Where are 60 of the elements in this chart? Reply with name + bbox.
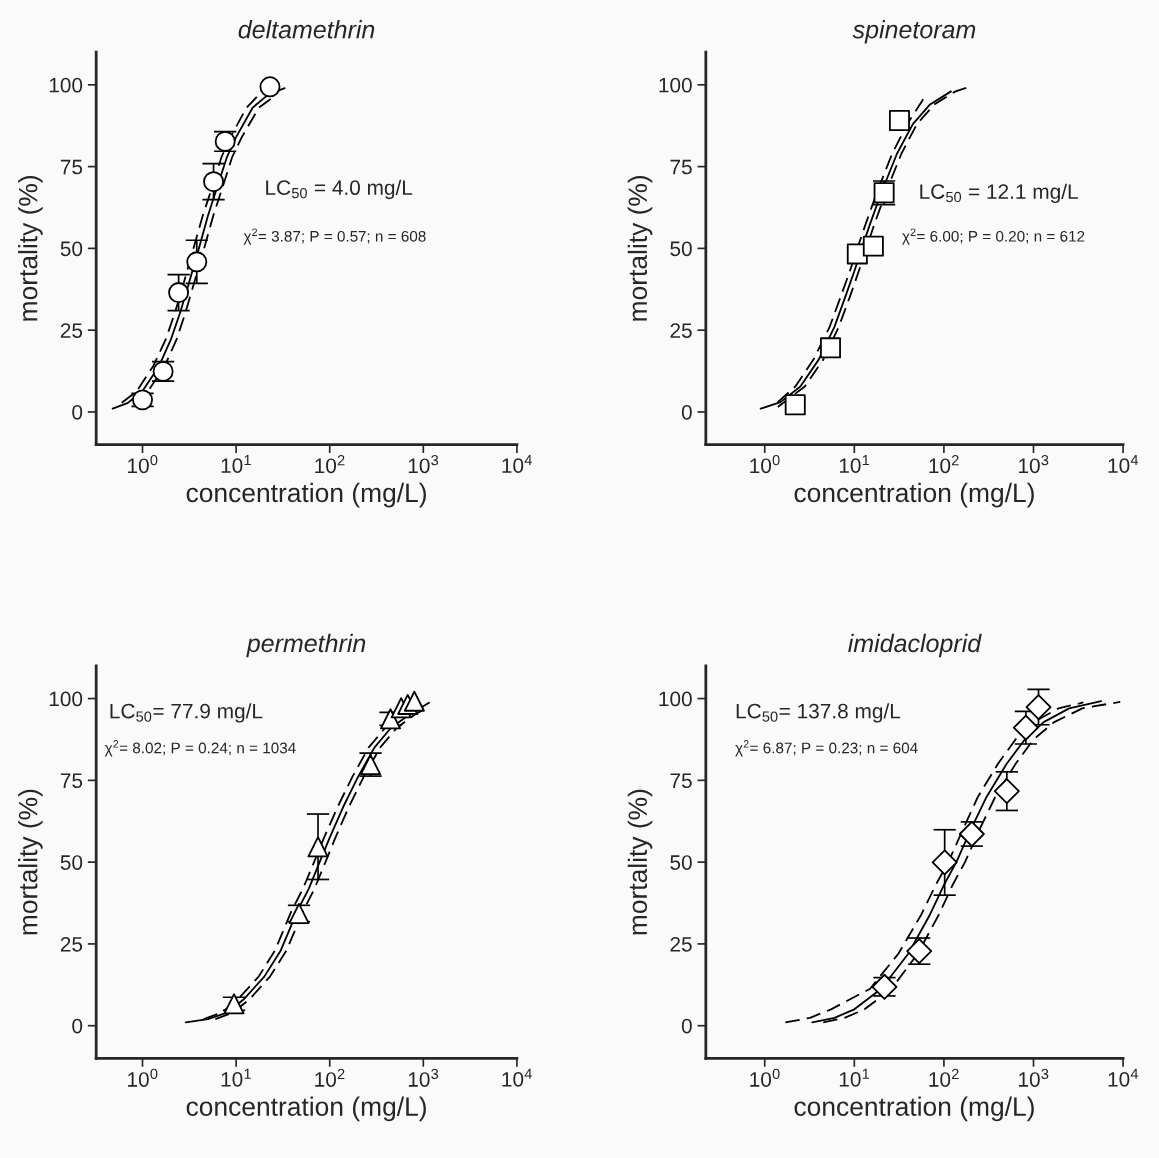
y-tick-label: 25 — [60, 323, 83, 338]
y-tick-label: 100 — [659, 77, 692, 93]
chart-title: imidacloprid — [848, 633, 982, 658]
y-tick-label: 0 — [681, 1018, 692, 1034]
x-tick-label: 10$^{4}$ — [1108, 1068, 1139, 1087]
x-tick-label: 10$^{3}$ — [1019, 455, 1049, 474]
y-tick-label: 50 — [670, 241, 692, 257]
y-axis-title: mortality (%) — [18, 175, 43, 321]
y-axis-title: mortality (%) — [627, 175, 653, 321]
x-axis-title: concentration (mg/L) — [794, 1096, 1034, 1122]
x-tick-label: 10$^{0}$ — [750, 1068, 780, 1087]
x-tick-label: 10$^{1}$ — [839, 1068, 870, 1087]
annotation: LC$_{50}$= 77.9 mg/L — [110, 703, 263, 723]
x-tick-label: 10$^{4}$ — [502, 455, 532, 473]
y-tick-label: 75 — [670, 159, 692, 175]
y-tick-label: 0 — [72, 404, 83, 420]
x-tick-label: 10$^{2}$ — [315, 455, 345, 474]
x-tick-label: 10$^{4}$ — [502, 1068, 532, 1087]
y-tick-label: 0 — [72, 1018, 83, 1034]
y-tick-label: 25 — [670, 323, 692, 338]
annotation: LC$_{50}$= 137.8 mg/L — [736, 703, 901, 723]
x-tick-label: 10$^{2}$ — [929, 455, 959, 474]
x-tick-label: 10$^{1}$ — [839, 455, 870, 473]
chart-title: spinetoram — [852, 20, 976, 44]
x-axis-title: concentration (mg/L) — [186, 1096, 426, 1122]
y-tick-label: 50 — [670, 855, 692, 870]
x-axis-title: concentration (mg/L) — [186, 482, 426, 508]
chart-title: permethrin — [246, 633, 366, 658]
y-tick-label: 100 — [659, 691, 692, 707]
chart-title: deltamethrin — [238, 20, 375, 39]
annotation: LC$_{50}$ = 12.1 mg/L — [920, 183, 1078, 204]
x-tick-label: 10$^{4}$ — [1108, 455, 1139, 473]
y-tick-label: 0 — [681, 404, 692, 420]
x-tick-label: 10$^{3}$ — [408, 1068, 439, 1087]
y-tick-label: 75 — [60, 773, 83, 789]
x-tick-label: 10$^{0}$ — [128, 455, 158, 474]
annotation: χ$^{2}$= 8.02; P = 0.24; n = 1034 — [104, 740, 296, 757]
y-tick-label: 75 — [60, 159, 83, 175]
x-tick-label: 10$^{2}$ — [315, 1068, 345, 1087]
y-tick-label: 100 — [49, 691, 83, 707]
annotation: χ$^{2}$= 6.00; P = 0.20; n = 612 — [902, 228, 1085, 245]
y-tick-label: 75 — [670, 773, 692, 789]
x-tick-label: 10$^{1}$ — [221, 1068, 251, 1087]
y-axis-title: mortality (%) — [627, 789, 653, 935]
x-tick-label: 10$^{3}$ — [408, 455, 439, 474]
y-tick-label: 50 — [60, 855, 83, 870]
x-axis-title: concentration (mg/L) — [794, 482, 1034, 508]
y-tick-label: 100 — [49, 77, 83, 93]
annotation: χ$^{2}$= 6.87; P = 0.23; n = 604 — [735, 740, 918, 757]
x-tick-label: 10$^{1}$ — [221, 455, 251, 473]
y-tick-label: 50 — [60, 241, 83, 257]
x-tick-label: 10$^{0}$ — [128, 1068, 158, 1087]
y-tick-label: 25 — [670, 936, 692, 952]
annotation: χ$^{2}$= 3.87; P = 0.57; n = 608 — [243, 228, 426, 245]
y-tick-label: 25 — [60, 936, 83, 952]
x-tick-label: 10$^{0}$ — [750, 455, 780, 474]
y-axis-title: mortality (%) — [18, 789, 43, 935]
x-tick-label: 10$^{3}$ — [1019, 1068, 1049, 1087]
annotation: LC$_{50}$ = 4.0 mg/L — [266, 179, 413, 200]
x-tick-label: 10$^{2}$ — [929, 1068, 959, 1087]
